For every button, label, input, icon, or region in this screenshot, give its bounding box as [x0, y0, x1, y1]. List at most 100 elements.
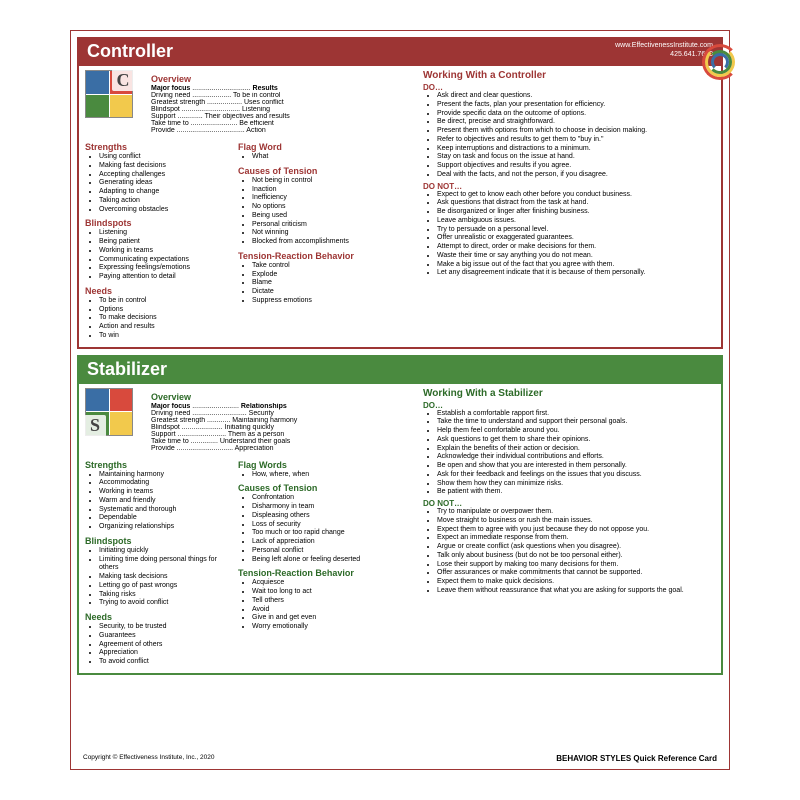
- overview-line: Blindspot ..................... Initiati…: [151, 424, 415, 431]
- list-item: Too much or too rapid change: [252, 529, 413, 538]
- list-item: Listening: [99, 229, 230, 238]
- list-item: Trying to avoid conflict: [99, 599, 230, 608]
- list-item: Expressing feelings/emotions: [99, 264, 230, 273]
- list-item: Working in teams: [99, 247, 230, 256]
- list-item: Wait too long to act: [252, 588, 413, 597]
- list-item: Give in and get even: [252, 614, 413, 623]
- list-item: Try to persuade on a personal level.: [437, 226, 715, 235]
- list-item: Letting go of past wrongs: [99, 582, 230, 591]
- overview-line: Take time to ........................ Be…: [151, 120, 415, 127]
- list-item: Being used: [252, 212, 413, 221]
- overview-line: Support ......................... Them a…: [151, 431, 415, 438]
- do-list: Try to manipulate or overpower them.Move…: [423, 508, 715, 596]
- list-item: Try to manipulate or overpower them.: [437, 508, 715, 517]
- list-item: Lack of appreciation: [252, 538, 413, 547]
- list-item: Working in teams: [99, 488, 230, 497]
- list-item: No options: [252, 203, 413, 212]
- list-item: Tell others: [252, 597, 413, 606]
- list-item: Move straight to business or rush the ma…: [437, 517, 715, 526]
- list-item: Ask direct and clear questions.: [437, 92, 715, 101]
- list-item: Talk only about business (but do not be …: [437, 552, 715, 561]
- list-item: Blame: [252, 279, 413, 288]
- overview-line: Greatest strength ............ Maintaini…: [151, 417, 415, 424]
- overview-line: Support ............. Their objectives a…: [151, 113, 415, 120]
- list-item: Limiting time doing personal things for …: [99, 556, 230, 574]
- list-item: Making task decisions: [99, 573, 230, 582]
- overview-line: Driving need .................... To be …: [151, 92, 415, 99]
- list-item: Expect an immediate response from them.: [437, 534, 715, 543]
- list-item: Show them how they can minimize risks.: [437, 480, 715, 489]
- overview-title: Overview: [151, 392, 415, 402]
- list-item: Waste their time or say anything you do …: [437, 252, 715, 261]
- copyright: Copyright © Effectiveness Institute, Inc…: [83, 754, 215, 763]
- panel-stabilizer: StabilizerSOverviewMajor focus .........…: [77, 355, 723, 675]
- list-item: Accepting challenges: [99, 171, 230, 180]
- list-item: Guarantees: [99, 632, 230, 641]
- list-item: Taking action: [99, 197, 230, 206]
- list-item: Leave them without reassurance that what…: [437, 587, 715, 596]
- list-item: Adapting to change: [99, 188, 230, 197]
- section-title: Strengths: [85, 142, 230, 152]
- list-item: Take the time to understand and support …: [437, 418, 715, 427]
- section-list: Take controlExplodeBlameDictateSuppress …: [238, 262, 413, 306]
- working-with-title: Working With a Controller: [423, 70, 715, 81]
- contact-info: www.EffectivenessInstitute.com425.641.76…: [615, 41, 713, 59]
- do-label: DO NOT…: [423, 182, 715, 191]
- list-item: Suppress emotions: [252, 297, 413, 306]
- list-item: Leave ambiguous issues.: [437, 217, 715, 226]
- overview-line: Driving need ...........................…: [151, 410, 415, 417]
- list-item: Ask questions to get them to share their…: [437, 436, 715, 445]
- list-item: Overcoming obstacles: [99, 206, 230, 215]
- panel-header: Controllerwww.EffectivenessInstitute.com…: [79, 39, 721, 66]
- list-item: Systematic and thorough: [99, 506, 230, 515]
- list-item: Help them feel comfortable around you.: [437, 427, 715, 436]
- list-item: Taking risks: [99, 591, 230, 600]
- list-item: Offer unrealistic or exaggerated guarant…: [437, 234, 715, 243]
- list-item: Not being in control: [252, 177, 413, 186]
- list-item: Using conflict: [99, 153, 230, 162]
- list-item: Establish a comfortable rapport first.: [437, 410, 715, 419]
- list-item: Dictate: [252, 288, 413, 297]
- page-border: Controllerwww.EffectivenessInstitute.com…: [70, 30, 730, 770]
- list-item: Accommodating: [99, 479, 230, 488]
- list-item: Be disorganized or linger after finishin…: [437, 208, 715, 217]
- section-list: Using conflictMaking fast decisionsAccep…: [85, 153, 230, 214]
- section-title: Strengths: [85, 460, 230, 470]
- section-list: Security, to be trustedGuaranteesAgreeme…: [85, 623, 230, 667]
- section-list: To be in controlOptionsTo make decisions…: [85, 297, 230, 341]
- do-label: DO…: [423, 401, 715, 410]
- list-item: Ask for their feedback and feelings on t…: [437, 471, 715, 480]
- card-title: BEHAVIOR STYLES Quick Reference Card: [556, 754, 717, 763]
- section-title: Causes of Tension: [238, 483, 413, 493]
- list-item: Agreement of others: [99, 641, 230, 650]
- section-title: Flag Word: [238, 142, 413, 152]
- list-item: Making fast decisions: [99, 162, 230, 171]
- section-list: AcquiesceWait too long to actTell others…: [238, 579, 413, 632]
- list-item: Personal conflict: [252, 547, 413, 556]
- section-list: What: [238, 153, 413, 162]
- list-item: Organizing relationships: [99, 523, 230, 532]
- list-item: Offer assurances or make commitments tha…: [437, 569, 715, 578]
- list-item: Expect them to agree with you just becau…: [437, 526, 715, 535]
- do-label: DO NOT…: [423, 499, 715, 508]
- style-letter: S: [84, 415, 106, 437]
- list-item: Paying attention to detail: [99, 273, 230, 282]
- list-item: To be in control: [99, 297, 230, 306]
- list-item: Present them with options from which to …: [437, 127, 715, 136]
- quadrant-icon: S: [85, 388, 133, 436]
- working-with-title: Working With a Stabilizer: [423, 388, 715, 399]
- do-label: DO…: [423, 83, 715, 92]
- list-item: Ask questions that distract from the tas…: [437, 199, 715, 208]
- list-item: Action and results: [99, 323, 230, 332]
- style-letter: C: [112, 69, 134, 91]
- section-title: Needs: [85, 286, 230, 296]
- section-list: How, where, when: [238, 471, 413, 480]
- list-item: Acquiesce: [252, 579, 413, 588]
- quadrant-icon: C: [85, 70, 133, 118]
- section-title: Blindspots: [85, 218, 230, 228]
- list-item: Present the facts, plan your presentatio…: [437, 101, 715, 110]
- list-item: Support objectives and results if you ag…: [437, 162, 715, 171]
- section-title: Needs: [85, 612, 230, 622]
- section-list: Initiating quicklyLimiting time doing pe…: [85, 547, 230, 608]
- list-item: Blocked from accomplishments: [252, 238, 413, 247]
